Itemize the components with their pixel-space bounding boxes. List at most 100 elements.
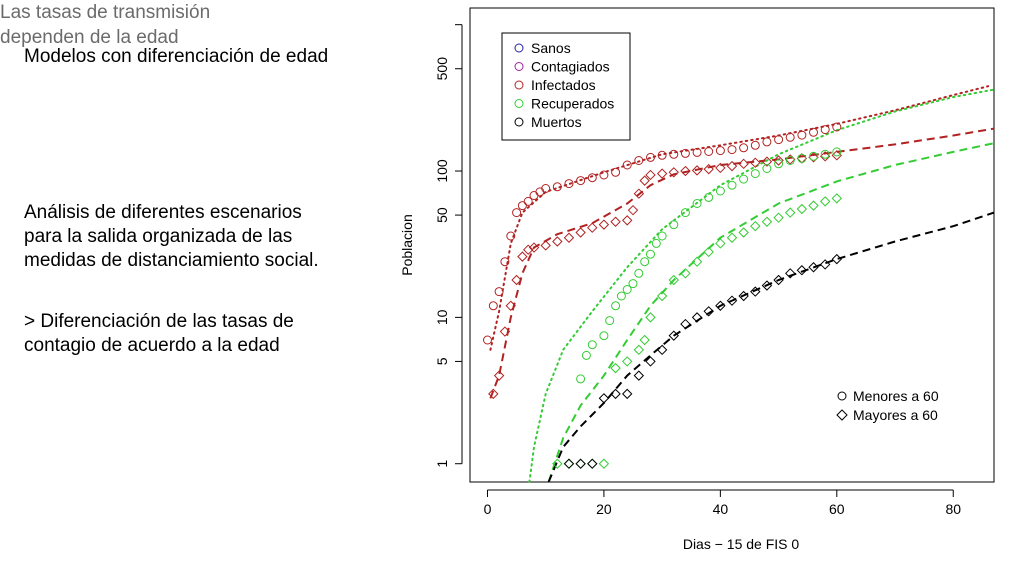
analysis-line-2: para la salida organizada de las <box>24 226 293 247</box>
transmission-note: Las tasas de transmisión dependen de la … <box>0 0 300 50</box>
legend-label-sanos: Sanos <box>531 40 571 56</box>
point-infectados-diamond <box>517 251 528 262</box>
x-tick-label: 40 <box>713 501 729 517</box>
point-recuperados-circle <box>785 156 795 165</box>
point-recuperados-diamond <box>831 193 843 204</box>
point-infectados-circle <box>715 146 725 156</box>
series-legend: Sanos Contagiados Infectados Recuperados Mue… <box>501 32 631 141</box>
point-recuperados-circle <box>581 350 591 360</box>
point-infectados-diamond <box>511 274 522 286</box>
x-axis-label: Dias − 15 de FIS 0 <box>683 536 800 552</box>
point-infectados-diamond <box>691 165 703 176</box>
point-infectados-circle <box>488 301 498 311</box>
point-infectados-circle <box>634 156 644 165</box>
point-infectados-circle <box>622 160 632 170</box>
y-axis-label: Poblacion <box>399 214 415 276</box>
point-muertos-diamond <box>598 393 610 404</box>
point-infectados-diamond <box>645 169 656 181</box>
point-recuperados-diamond <box>610 362 621 374</box>
point-recuperados-circle <box>651 238 661 248</box>
point-infectados-circle <box>483 335 492 345</box>
point-infectados-diamond <box>633 188 645 199</box>
legend-label-contagiados: Contagiados <box>531 59 610 75</box>
legend-label-infectados: Infectados <box>531 77 596 93</box>
note-line-1: Las tasas de transmisión <box>0 2 211 23</box>
data-points <box>483 122 843 469</box>
point-infectados-diamond <box>587 222 598 233</box>
point-infectados-circle <box>523 196 533 206</box>
y-tick-label: 1 <box>434 460 450 468</box>
y-tick-label: 10 <box>434 309 450 325</box>
point-infectados-diamond <box>523 244 534 255</box>
point-recuperados-circle <box>611 301 621 311</box>
x-tick-label: 0 <box>484 501 492 517</box>
point-infectados-diamond <box>715 162 726 174</box>
point-recuperados-diamond <box>645 312 656 323</box>
point-recuperados-circle <box>640 257 650 267</box>
contagion-paragraph: > Diferenciación de las tasas de contagi… <box>24 310 394 358</box>
point-muertos-diamond <box>691 312 703 323</box>
point-infectados-circle <box>762 137 772 147</box>
legend-marker-infectados <box>514 80 524 90</box>
point-infectados-diamond <box>563 232 575 243</box>
point-infectados-diamond <box>831 150 843 161</box>
point-recuperados-circle <box>750 169 760 179</box>
point-recuperados-diamond <box>563 458 575 469</box>
point-infectados-circle <box>692 147 702 157</box>
legend-marker-muertos <box>514 117 524 127</box>
x-tick-label: 20 <box>596 501 612 517</box>
point-muertos-diamond <box>819 259 831 270</box>
point-infectados-circle <box>517 201 527 211</box>
point-muertos-diamond <box>575 458 586 469</box>
point-recuperados-circle <box>797 153 807 163</box>
point-muertos-diamond <box>726 295 738 306</box>
point-infectados-diamond <box>819 151 831 162</box>
point-infectados-circle <box>541 184 551 193</box>
point-muertos-diamond <box>680 318 691 330</box>
point-recuperados-circle <box>820 149 830 159</box>
point-infectados-diamond <box>621 215 633 226</box>
y-axis: 1 5 10 50 100 500 <box>434 24 463 468</box>
point-infectados-diamond <box>493 370 505 381</box>
point-muertos-diamond <box>773 274 784 286</box>
point-muertos-diamond <box>563 458 575 469</box>
fit-muertos-dashed <box>547 211 995 483</box>
point-recuperados-diamond <box>726 232 738 243</box>
y-tick-label: 100 <box>434 159 450 183</box>
point-recuperados-circle <box>727 180 737 190</box>
point-recuperados-diamond <box>598 458 610 469</box>
point-recuperados-circle <box>634 268 644 278</box>
point-muertos-diamond <box>656 344 668 356</box>
point-recuperados-circle <box>809 151 818 161</box>
legend-circle-marker <box>837 391 847 401</box>
point-infectados-circle <box>506 231 516 241</box>
point-muertos-diamond <box>610 388 621 400</box>
point-recuperados-circle <box>669 220 679 230</box>
point-recuperados-circle <box>576 374 586 384</box>
note-line-2: dependen de la edad <box>0 27 179 48</box>
point-infectados-diamond <box>505 300 516 311</box>
point-recuperados-circle <box>774 159 784 169</box>
point-muertos-diamond <box>750 286 761 297</box>
point-infectados-circle <box>739 143 749 153</box>
y-tick-label: 5 <box>434 357 450 365</box>
point-infectados-diamond <box>575 227 586 238</box>
x-tick-label: 60 <box>829 501 845 517</box>
point-muertos-diamond <box>738 290 749 302</box>
point-recuperados-circle <box>762 164 772 173</box>
point-recuperados-circle <box>628 279 638 289</box>
point-muertos-diamond <box>796 265 808 276</box>
point-infectados-diamond <box>499 326 511 337</box>
legend-label-muertos: Muertos <box>531 114 582 130</box>
point-infectados-circle <box>704 147 714 156</box>
fit-infectados-dashed <box>489 127 995 399</box>
point-recuperados-circle <box>692 199 702 208</box>
legend-marker-recuperados <box>514 99 524 108</box>
point-infectados-circle <box>535 187 545 197</box>
fit-curves <box>489 85 995 483</box>
point-muertos-diamond <box>808 262 819 273</box>
point-muertos-diamond <box>715 300 726 311</box>
plot-frame <box>469 7 995 483</box>
analysis-line-3: medidas de distanciamiento social. <box>24 250 319 271</box>
